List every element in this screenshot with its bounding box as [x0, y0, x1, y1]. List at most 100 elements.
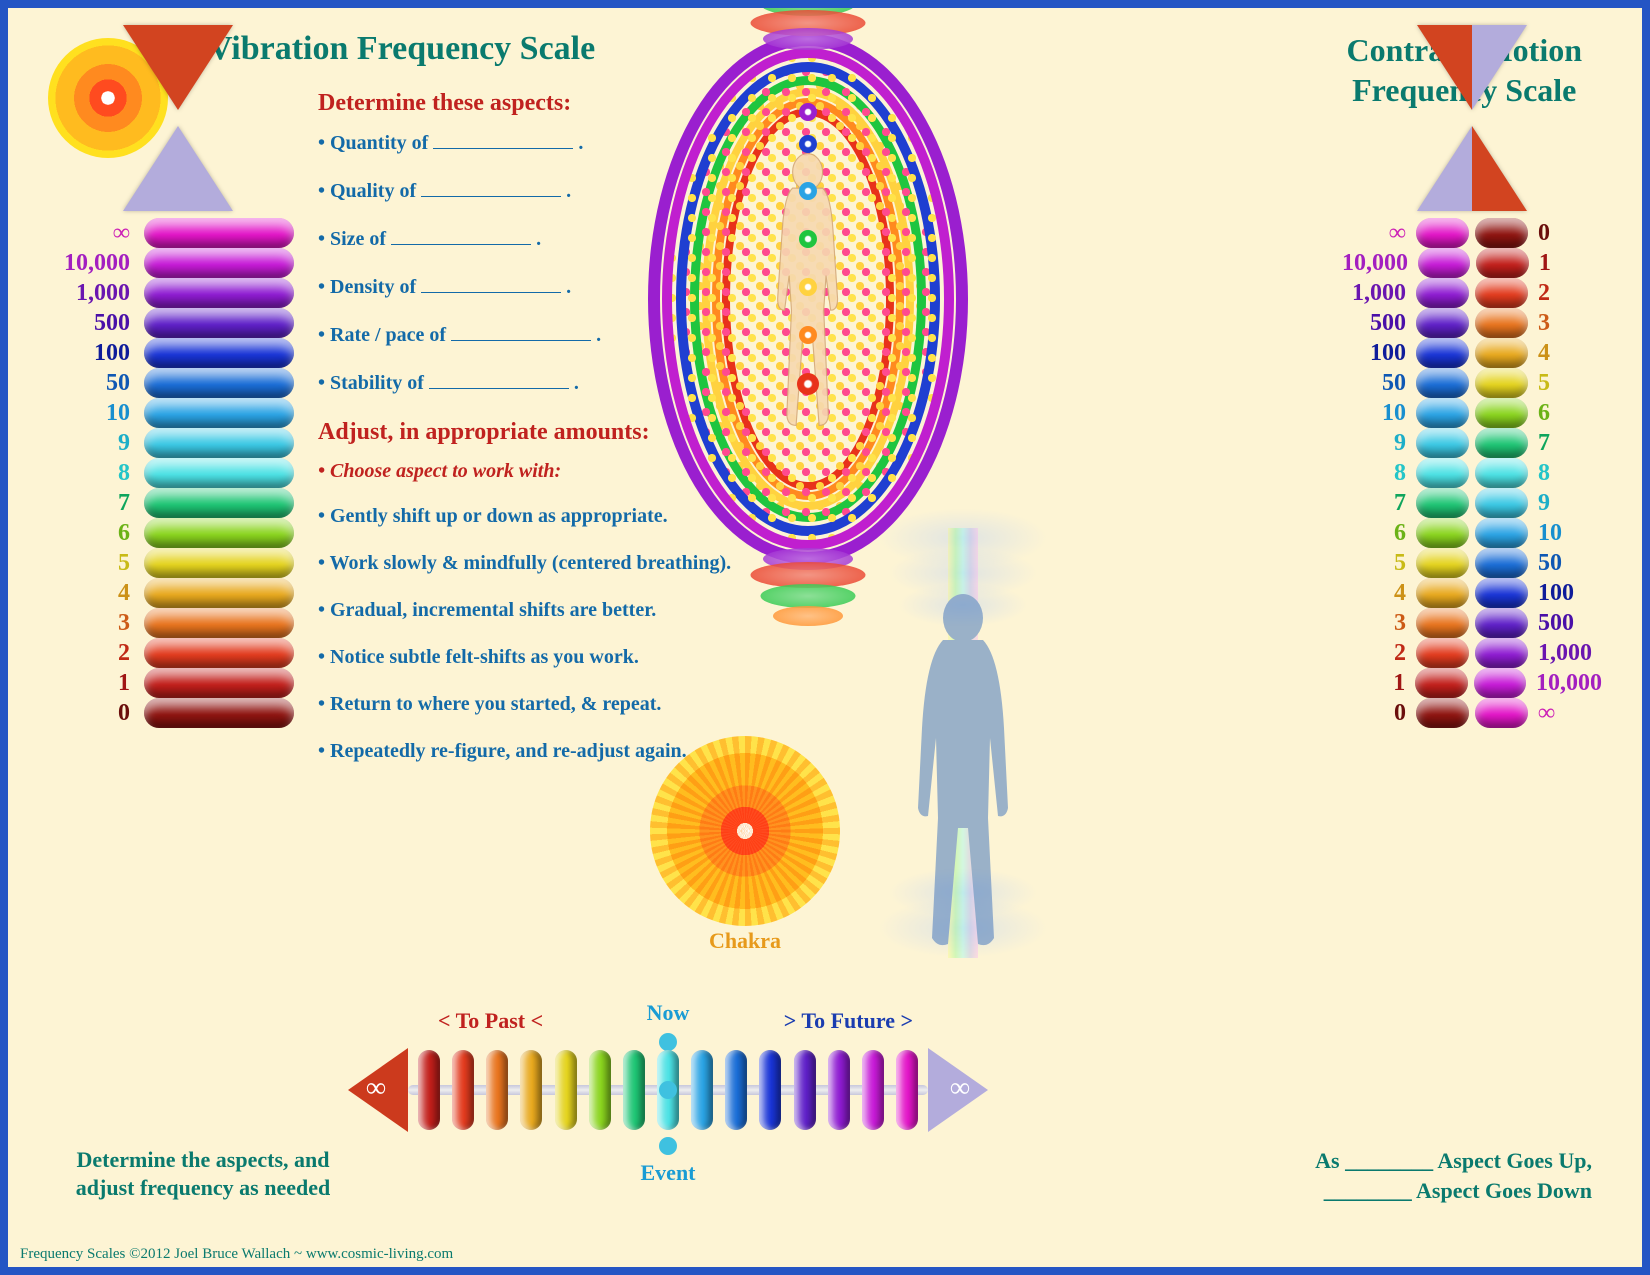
timeline-bar	[759, 1050, 781, 1130]
rung-label-right: 10,000	[1526, 670, 1602, 697]
arrow-up-split-icon	[1417, 126, 1527, 211]
scale-rung: 97	[1342, 428, 1602, 458]
rung-label-left: 1,000	[1342, 280, 1416, 307]
rung-bar	[1416, 338, 1469, 368]
rung-label-right: 1,000	[1528, 640, 1602, 667]
rung-bar	[1416, 428, 1469, 458]
chakra-dot	[799, 326, 817, 344]
timeline-event: Event	[641, 1160, 696, 1186]
rung-label-left: 10,000	[1342, 250, 1418, 277]
now-dot-icon	[659, 1137, 677, 1155]
rung-bar	[1475, 638, 1528, 668]
scale-rung: 21,000	[1342, 638, 1602, 668]
scale-rung: 6	[48, 518, 308, 548]
rung-bar	[1416, 488, 1469, 518]
rung-label-left: 5	[1342, 550, 1416, 577]
scale-rung: 3	[48, 608, 308, 638]
timeline-bar	[589, 1050, 611, 1130]
rung-label-right: 9	[1528, 490, 1602, 517]
rung-bar	[1475, 278, 1528, 308]
timeline-bar	[691, 1050, 713, 1130]
rung-label: 7	[48, 490, 140, 517]
rung-bar	[144, 218, 294, 248]
arrow-down-split-icon	[1417, 25, 1527, 110]
rung-bar	[1475, 218, 1528, 248]
scale-rung: 4	[48, 578, 308, 608]
rung-label-left: 1	[1342, 670, 1415, 697]
rung-label: 100	[48, 340, 140, 367]
rung-bar	[1475, 368, 1528, 398]
rung-bar	[144, 398, 294, 428]
rung-label: ∞	[48, 220, 140, 247]
scale-rung: 4100	[1342, 578, 1602, 608]
rung-bar	[144, 608, 294, 638]
rung-bar	[1416, 638, 1469, 668]
rung-label-left: 9	[1342, 430, 1416, 457]
now-dot-icon	[659, 1081, 677, 1099]
page: Vibration Frequency Scale Contrary Motio…	[0, 0, 1650, 1275]
scale-rung: 9	[48, 428, 308, 458]
rung-label-right: 6	[1528, 400, 1602, 427]
scale-rung: 5	[48, 548, 308, 578]
timeline-bar	[623, 1050, 645, 1130]
rung-label-left: 6	[1342, 520, 1416, 547]
scale-rung: 610	[1342, 518, 1602, 548]
rung-bar	[1475, 398, 1528, 428]
chakra-dot	[799, 103, 817, 121]
right-caption: As ________ Aspect Goes Up, ________ Asp…	[1232, 1146, 1592, 1205]
chakra-dot	[799, 278, 817, 296]
rung-bar	[1475, 308, 1528, 338]
rung-bar	[1416, 308, 1469, 338]
rung-bar	[144, 518, 294, 548]
scale-rung: 1	[48, 668, 308, 698]
left-caption: Determine the aspects, and adjust freque…	[48, 1146, 358, 1201]
rung-label-right: 5	[1528, 370, 1602, 397]
rung-label: 9	[48, 430, 140, 457]
rung-bar	[144, 368, 294, 398]
rung-bar	[144, 278, 294, 308]
timeline-bar	[418, 1050, 440, 1130]
rung-bar	[144, 698, 294, 728]
human-body-icon	[750, 92, 865, 505]
rung-bar	[1475, 608, 1528, 638]
timeline: Now < To Past < > To Future > ∞ ∞ Event	[348, 1008, 988, 1140]
rung-bar	[1418, 248, 1470, 278]
aura-disc	[763, 28, 853, 50]
rung-label-right: 8	[1528, 460, 1602, 487]
timeline-bar	[896, 1050, 918, 1130]
scale-rung: 50	[48, 368, 308, 398]
rung-bar	[1416, 398, 1469, 428]
chakra-dot	[799, 230, 817, 248]
rung-bar	[1416, 698, 1469, 728]
scale-rung: 1004	[1342, 338, 1602, 368]
rung-bar	[1475, 458, 1528, 488]
scale-rung: 1 10,000	[1342, 668, 1602, 698]
rung-bar	[1476, 248, 1528, 278]
rung-label: 8	[48, 460, 140, 487]
adjust-item: • Gradual, incremental shifts are better…	[318, 599, 758, 622]
rung-bar	[1475, 338, 1528, 368]
title-vibration: Vibration Frequency Scale	[208, 30, 595, 68]
rung-label: 5	[48, 550, 140, 577]
rung-bar	[144, 458, 294, 488]
chakra-dot	[799, 182, 817, 200]
timeline-bar	[828, 1050, 850, 1130]
rung-label-right: 2	[1528, 280, 1602, 307]
silhouette-icon	[878, 528, 1048, 958]
rung-label-left: 8	[1342, 460, 1416, 487]
rung-bar	[144, 308, 294, 338]
scale-rung: 3500	[1342, 608, 1602, 638]
rung-label-left: 100	[1342, 340, 1416, 367]
scale-rung: 505	[1342, 368, 1602, 398]
chakra-label: Chakra	[650, 928, 840, 954]
scale-rung: 1,000 2	[1342, 278, 1602, 308]
rung-label-left: 10	[1342, 400, 1416, 427]
arrow-down-icon	[123, 25, 233, 110]
rung-bar	[1475, 578, 1528, 608]
rung-label-left: ∞	[1342, 220, 1416, 247]
rung-label-left: 0	[1342, 700, 1416, 727]
aura-disc	[761, 584, 856, 608]
chakra-dot	[797, 373, 819, 395]
rung-bar	[1474, 668, 1526, 698]
rung-label-right: 1	[1529, 250, 1602, 277]
